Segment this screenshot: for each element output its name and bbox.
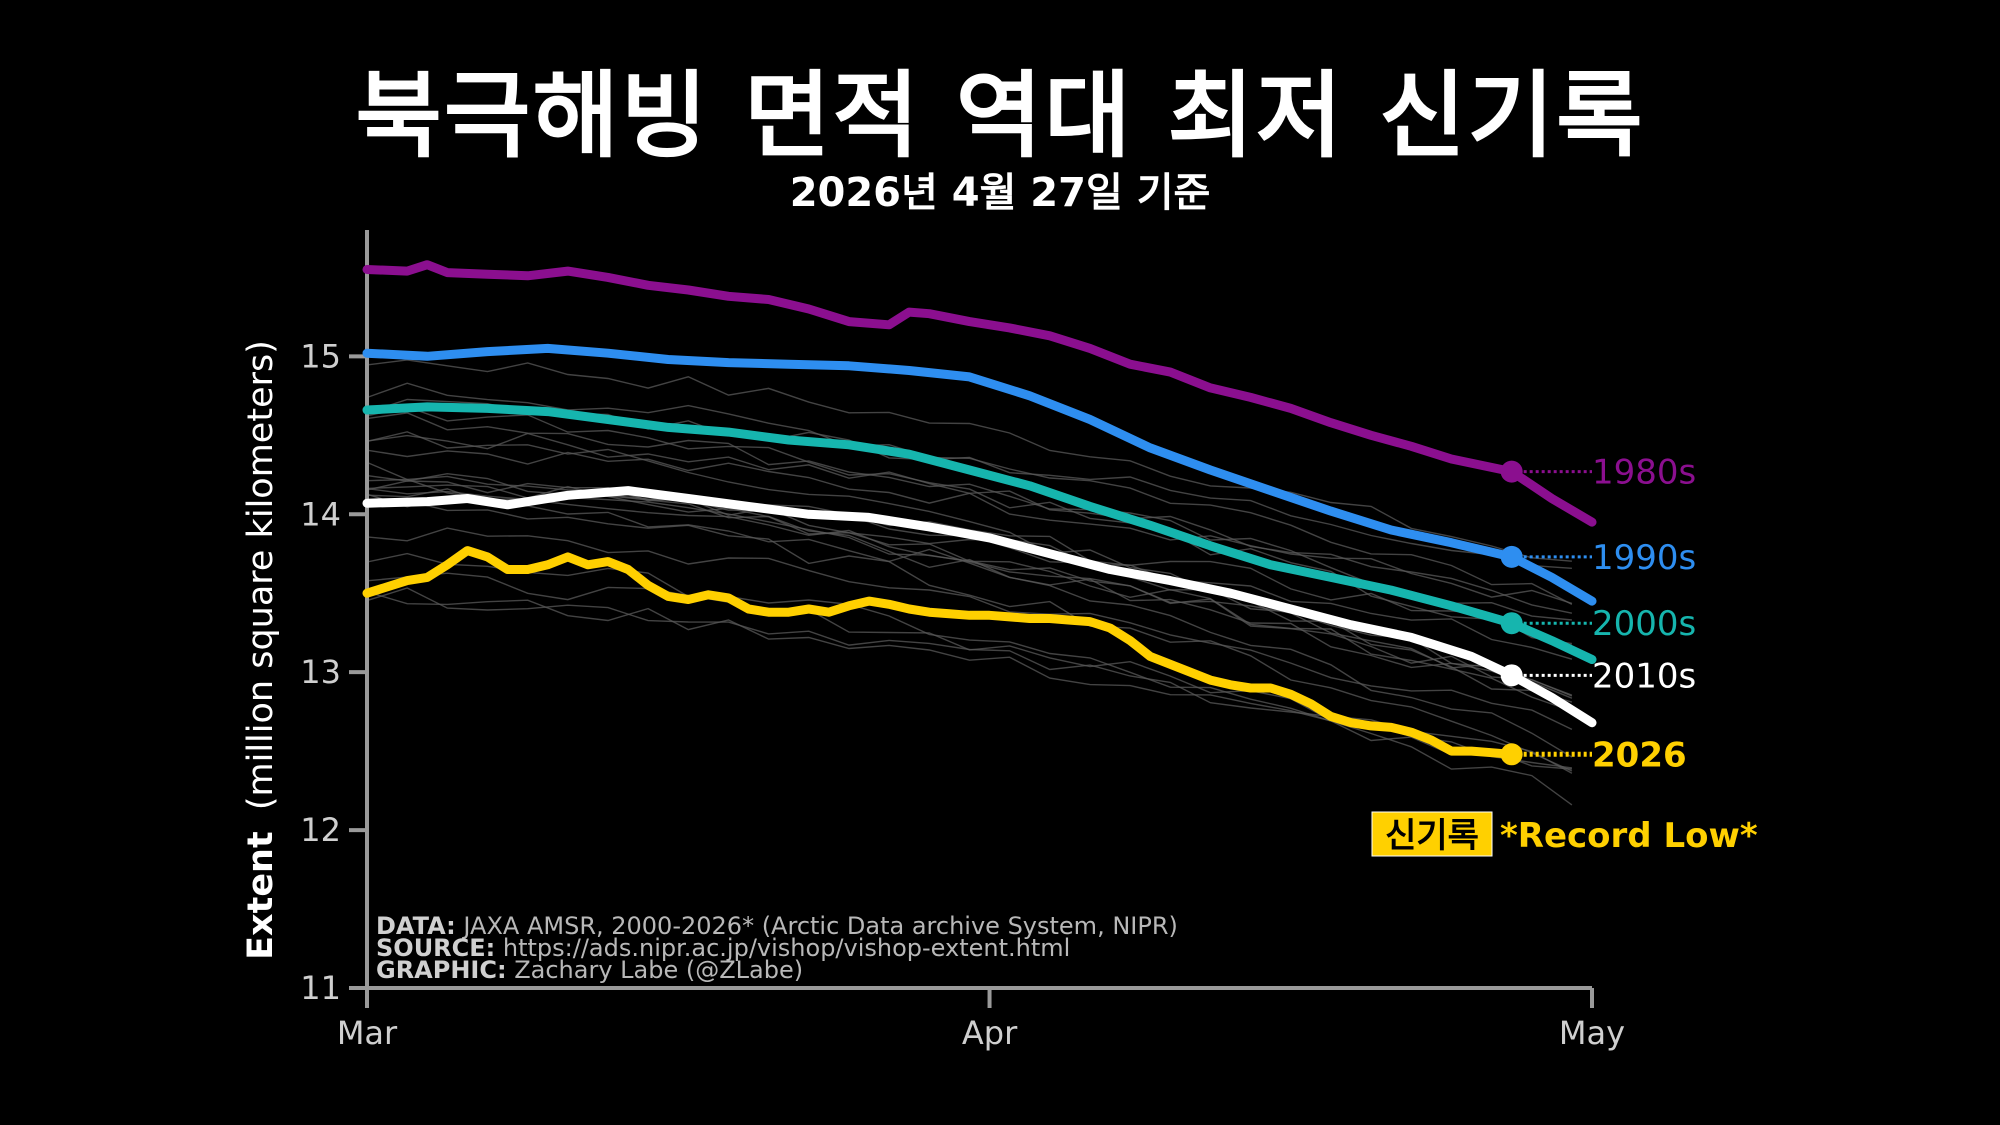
record-badge-text: 신기록: [1385, 816, 1479, 856]
credit-value: Zachary Labe (@ZLabe): [507, 956, 804, 984]
background-year-line: [366, 487, 1573, 699]
background-year-line: [366, 552, 1573, 806]
y-axis-label-bold: Extent: [241, 831, 281, 960]
series-line-1990s: [362, 343, 1597, 606]
background-year-line: [366, 484, 1573, 712]
y-tick-label: 13: [300, 653, 341, 691]
series-line-2000s: [362, 402, 1597, 664]
record-badge-box: [1371, 811, 1493, 857]
background-year-line: [366, 591, 1572, 770]
marker-1990s: [1500, 545, 1523, 568]
credit-key: GRAPHIC:: [376, 956, 507, 984]
background-year-line: [366, 587, 1573, 774]
series-label-2026: 2026: [1592, 735, 1687, 775]
background-year-line: [366, 527, 1573, 731]
chart-axes: 11 12 13 14 15 Mar Apr May: [300, 230, 1625, 1052]
marker-1980s: [1500, 460, 1523, 483]
background-year-line: [366, 500, 1573, 772]
credit-value: JAXA AMSR, 2000-2026* (Arctic Data archi…: [456, 912, 1178, 940]
series-lines: [362, 260, 1597, 759]
series-labels: 1980s 1990s 2000s 2010s 2026: [1500, 453, 1696, 775]
record-low-annotation: 신기록 *Record Low*: [1371, 811, 1758, 857]
series-label-1990s: 1990s: [1592, 538, 1696, 578]
background-year-line: [366, 406, 1573, 646]
credit-line: GRAPHIC: Zachary Labe (@ZLabe): [376, 956, 803, 984]
x-tick-label: Mar: [337, 1014, 398, 1052]
credit-key: DATA:: [376, 912, 456, 940]
series-label-1980s: 1980s: [1592, 453, 1696, 493]
marker-2000s: [1500, 612, 1523, 635]
background-year-line: [366, 493, 1573, 709]
credit-line: DATA: JAXA AMSR, 2000-2026* (Arctic Data…: [376, 912, 1178, 940]
background-year-lines: [366, 359, 1573, 806]
page-subtitle: 2026년 4월 27일 기준: [789, 170, 1211, 216]
series-label-2000s: 2000s: [1592, 604, 1696, 644]
marker-2010s: [1500, 664, 1523, 687]
series-label-2010s: 2010s: [1592, 656, 1696, 696]
credit-value: https://ads.nipr.ac.jp/vishop/vishop-ext…: [495, 934, 1070, 962]
y-tick-label: 12: [300, 811, 341, 849]
y-axis-label: Extent (million square kilometers): [241, 340, 281, 960]
background-year-line: [366, 432, 1573, 614]
record-low-text: *Record Low*: [1500, 816, 1758, 856]
y-axis-label-unit: (million square kilometers): [241, 340, 281, 810]
background-year-line: [366, 359, 1572, 562]
credit-key: SOURCE:: [376, 934, 495, 962]
marker-2026: [1500, 743, 1523, 766]
y-tick-label: 15: [300, 337, 341, 375]
chart-credits: DATA: JAXA AMSR, 2000-2026* (Arctic Data…: [376, 912, 1178, 984]
credit-line: SOURCE: https://ads.nipr.ac.jp/vishop/vi…: [376, 934, 1070, 962]
series-line-1980s: [362, 260, 1597, 527]
series-line-2010s: [362, 486, 1597, 728]
page-title: 북극해빙 면적 역대 최저 신기록: [355, 62, 1645, 171]
x-tick-label: Apr: [962, 1014, 1018, 1052]
x-tick-label: May: [1559, 1014, 1625, 1052]
y-tick-label: 14: [300, 495, 341, 533]
background-year-line: [366, 431, 1573, 703]
series-line-2026: [362, 546, 1517, 759]
y-tick-label: 11: [300, 969, 341, 1007]
